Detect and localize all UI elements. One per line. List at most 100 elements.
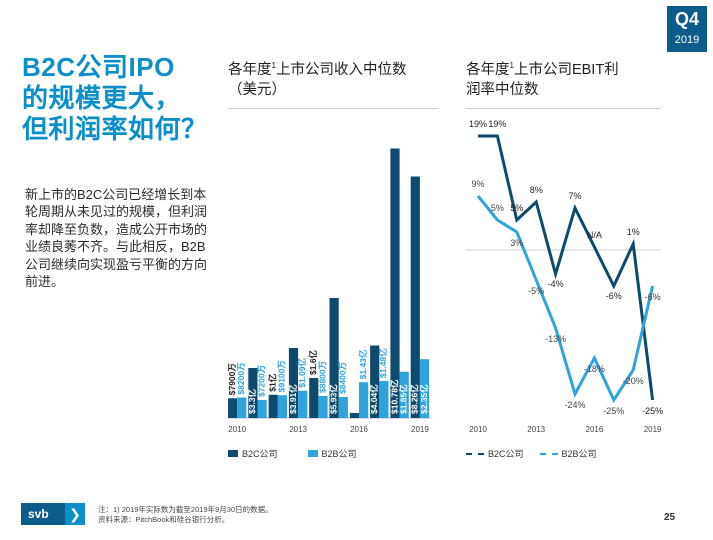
revenue-bar-b2b-2014 <box>318 396 328 418</box>
revenue-bar-b2b-2011 <box>257 400 267 418</box>
revenue-x-tick-2013: 2013 <box>289 425 307 434</box>
revenue-bar-b2b-2018 <box>399 371 409 418</box>
revenue-data-label-b2b-2019: $2.35亿 <box>419 384 429 414</box>
ebit-x-tick-2010: 2010 <box>469 425 487 434</box>
ebit-chart-title-prefix: 各年度 <box>466 61 510 78</box>
revenue-bar-b2c-2011 <box>248 368 258 418</box>
revenue-chart-divider <box>228 108 438 109</box>
revenue-bar-b2b-2019 <box>419 359 430 418</box>
ebit-chart-legend: B2C公司 B2B公司 <box>466 447 613 460</box>
revenue-chart-title-footnote: 1 <box>271 61 276 70</box>
revenue-data-label-b2b-2011: $7200万 <box>256 364 266 397</box>
ebit-line-b2b <box>476 195 655 404</box>
ebit-x-tick-2016: 2016 <box>586 425 604 434</box>
ebit-data-label-b2c-2016: N/A <box>587 230 602 240</box>
page-title-line-1: B2C公司IPO <box>22 52 175 82</box>
ebit-chart-title-footnote: 1 <box>509 61 514 70</box>
legend-line-b2c <box>466 452 484 455</box>
page-title: B2C公司IPO 的规模更大， 但利润率如何？ <box>22 52 217 145</box>
revenue-data-label-b2b-2013: $1.09亿 <box>297 357 307 387</box>
ebit-data-label-b2b-2019: -6% <box>645 292 661 302</box>
svb-logo: svb ❯ <box>21 503 85 525</box>
revenue-bar-b2b-2012 <box>277 395 287 418</box>
ebit-data-label-b2b-2013: -5% <box>528 286 544 296</box>
legend-label-b2c-line: B2C公司 <box>488 449 524 459</box>
revenue-data-label-b2c-2014: $1.6亿 <box>308 349 318 375</box>
ebit-chart-title-line2: 润率中位数 <box>466 81 539 98</box>
ebit-data-label-b2c-2012: 5% <box>510 203 523 213</box>
quarter-badge: Q4 2019 <box>667 6 707 52</box>
legend-swatch-b2c <box>228 450 238 457</box>
page-number: 25 <box>664 512 676 523</box>
ebit-chart-title-suffix: 上市公司EBIT利 <box>513 61 619 78</box>
ebit-data-label-b2c-2013: 8% <box>530 185 543 195</box>
legend-item-b2c: B2C公司 <box>228 447 278 460</box>
revenue-data-label-b2b-2016: $1.43亿 <box>358 349 368 379</box>
svb-logo-text: svb <box>28 507 49 521</box>
revenue-bar-b2c-2014 <box>309 378 319 418</box>
revenue-x-tick-2010: 2010 <box>228 425 246 434</box>
ebit-data-label-b2b-2016: -18% <box>584 364 605 374</box>
revenue-data-label-b2c-2019: $8.26亿 <box>410 384 420 414</box>
ebit-data-label-b2c-2019: -25% <box>642 406 663 416</box>
ebit-data-label-b2c-2015: 7% <box>568 191 581 201</box>
revenue-data-label-b2b-2017: $1.48亿 <box>378 348 388 378</box>
revenue-bar-b2b-2016 <box>359 382 369 418</box>
footnote: 注：1) 2019年实际数为截至2019年9月30日的数据。 资料来源：Pitc… <box>98 505 273 525</box>
footnote-note: 注：1) 2019年实际数为截至2019年9月30日的数据。 <box>98 505 273 514</box>
revenue-data-label-b2c-2013: $3.91亿 <box>288 384 298 414</box>
revenue-data-label-b2c-2015: $5.93亿 <box>328 384 338 414</box>
ebit-data-label-b2c-2017: -6% <box>606 291 622 301</box>
revenue-bar-b2c-2019 <box>410 176 420 418</box>
revenue-data-label-b2c-2012: $1亿 <box>267 373 277 391</box>
revenue-data-label-b2c-2011: $3.3亿 <box>247 388 257 414</box>
revenue-data-label-b2b-2012: $9100万 <box>277 360 287 393</box>
legend-label-b2c: B2C公司 <box>242 449 278 459</box>
revenue-bar-b2b-2010 <box>237 397 247 418</box>
page-title-line-2: 的规模更大， <box>22 83 182 113</box>
revenue-bar-b2c-2018 <box>390 148 400 418</box>
revenue-chart-legend: B2C公司 B2B公司 <box>228 447 373 460</box>
ebit-chart-divider <box>466 108 661 109</box>
legend-item-b2b-line: B2B公司 <box>539 447 597 460</box>
revenue-data-label-b2b-2010: $8200万 <box>236 362 246 395</box>
legend-swatch-b2b <box>307 450 318 457</box>
ebit-data-label-b2b-2015: -24% <box>564 400 585 410</box>
footnote-source: 资料来源：PitchBook和硅谷银行分析。 <box>98 515 230 524</box>
revenue-chart-title-suffix: 上市公司收入中位数 <box>275 61 407 78</box>
ebit-data-label-b2b-2014: -13% <box>545 334 566 344</box>
revenue-x-tick-2016: 2016 <box>350 425 368 434</box>
ebit-data-label-b2b-2012: 3% <box>510 238 523 248</box>
ebit-data-label-b2b-2011: 5% <box>491 203 504 213</box>
ebit-data-label-b2c-2018: 1% <box>627 227 640 237</box>
revenue-data-label-b2c-2018: $10.78亿 <box>389 379 399 414</box>
ebit-data-label-b2c-2010: 19% <box>469 119 487 129</box>
ebit-chart-title: 各年度1上市公司EBIT利 润率中位数 <box>466 56 666 100</box>
revenue-bar-b2b-2015 <box>338 397 348 418</box>
revenue-bar-b2c-2012 <box>268 394 278 418</box>
revenue-bar-b2c-2017 <box>370 345 380 418</box>
page-title-line-3: 但利润率如何？ <box>22 114 208 144</box>
revenue-chart-title: 各年度1上市公司收入中位数 （美元） <box>228 56 438 100</box>
revenue-bar-b2c-2016 <box>349 413 359 418</box>
ebit-data-label-b2b-2018: -20% <box>623 376 644 386</box>
legend-item-b2c-line: B2C公司 <box>466 447 524 460</box>
revenue-bar-b2c-2013 <box>288 348 299 418</box>
ebit-data-label-b2b-2017: -25% <box>603 406 624 416</box>
badge-year: 2019 <box>674 34 700 46</box>
revenue-data-label-b2b-2014: $8800万 <box>317 360 327 393</box>
revenue-bar-b2b-2013 <box>298 390 308 418</box>
description-text: 新上市的B2C公司已经增长到本轮周期从未见过的规模，但利润率却降至负数，造成公开… <box>25 187 208 290</box>
revenue-data-label-b2c-2010: $7900万 <box>227 363 237 396</box>
ebit-data-label-b2b-2010: 9% <box>471 179 484 189</box>
revenue-data-label-b2b-2015: $8400万 <box>338 361 348 394</box>
legend-label-b2b: B2B公司 <box>321 449 357 459</box>
ebit-data-label-b2c-2014: -4% <box>548 279 564 289</box>
chevron-right-icon: ❯ <box>65 503 85 525</box>
ebit-data-label-b2c-2011: 19% <box>488 119 506 129</box>
legend-line-b2b <box>539 452 558 455</box>
revenue-bar-b2b-2017 <box>379 381 389 418</box>
revenue-bar-b2c-2010 <box>228 398 238 418</box>
revenue-chart-title-line2: （美元） <box>228 81 286 98</box>
legend-item-b2b: B2B公司 <box>307 447 357 460</box>
